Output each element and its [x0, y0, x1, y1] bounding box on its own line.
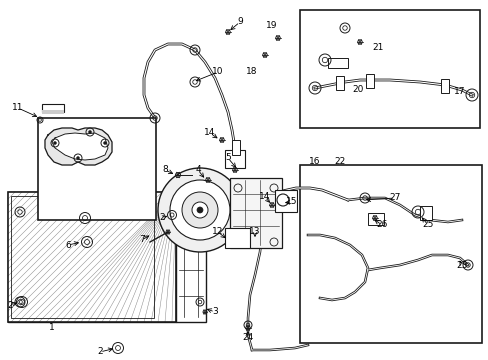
Text: 14: 14: [204, 129, 215, 138]
Bar: [440, 79, 448, 93]
Text: 17: 17: [453, 87, 465, 96]
Text: 1: 1: [49, 323, 55, 332]
Text: 23: 23: [455, 261, 467, 270]
Text: 25: 25: [422, 220, 433, 230]
Text: 2: 2: [7, 301, 13, 310]
Bar: [299, 10, 479, 128]
Bar: [335, 76, 343, 90]
Bar: [327, 58, 347, 68]
Bar: [229, 178, 282, 248]
Text: 9: 9: [237, 18, 243, 27]
Text: 4: 4: [195, 166, 201, 175]
Text: 24: 24: [242, 333, 253, 342]
Circle shape: [158, 168, 242, 252]
Text: 16: 16: [308, 157, 320, 166]
Text: 7: 7: [139, 235, 144, 244]
Bar: [11, 196, 154, 318]
Text: 2: 2: [159, 213, 164, 222]
Text: 8: 8: [162, 166, 167, 175]
Text: 18: 18: [246, 68, 257, 77]
Text: 19: 19: [265, 21, 277, 30]
Circle shape: [192, 202, 207, 218]
Text: 21: 21: [371, 44, 383, 53]
Bar: [38, 118, 156, 220]
Text: 3: 3: [212, 307, 218, 316]
Text: 2: 2: [97, 347, 102, 356]
Circle shape: [182, 192, 218, 228]
Bar: [176, 192, 205, 322]
Text: 26: 26: [376, 220, 387, 230]
Circle shape: [197, 207, 203, 213]
Circle shape: [88, 130, 91, 134]
Text: 22: 22: [334, 157, 345, 166]
Circle shape: [53, 141, 57, 144]
Bar: [224, 228, 249, 248]
Circle shape: [103, 141, 106, 144]
Text: 11: 11: [12, 104, 24, 112]
Bar: [8, 192, 176, 322]
Text: 12: 12: [212, 228, 223, 237]
Text: 5: 5: [224, 153, 230, 162]
Bar: [365, 74, 373, 88]
Bar: [42, 104, 64, 112]
Bar: [231, 140, 240, 155]
Text: 15: 15: [285, 198, 297, 207]
Text: 6: 6: [65, 240, 71, 249]
Text: 27: 27: [388, 193, 400, 202]
Bar: [274, 190, 296, 212]
Bar: [367, 213, 383, 225]
Text: 13: 13: [249, 228, 260, 237]
Bar: [8, 192, 176, 322]
Polygon shape: [45, 128, 112, 165]
Bar: [224, 150, 244, 168]
Circle shape: [170, 180, 229, 240]
Text: 14: 14: [259, 193, 270, 202]
Bar: [419, 206, 431, 220]
Text: 10: 10: [212, 68, 224, 77]
Bar: [8, 192, 176, 322]
Bar: [299, 165, 481, 343]
Polygon shape: [52, 133, 108, 160]
Circle shape: [76, 157, 80, 159]
Bar: [42, 110, 64, 114]
Text: 20: 20: [351, 85, 363, 94]
